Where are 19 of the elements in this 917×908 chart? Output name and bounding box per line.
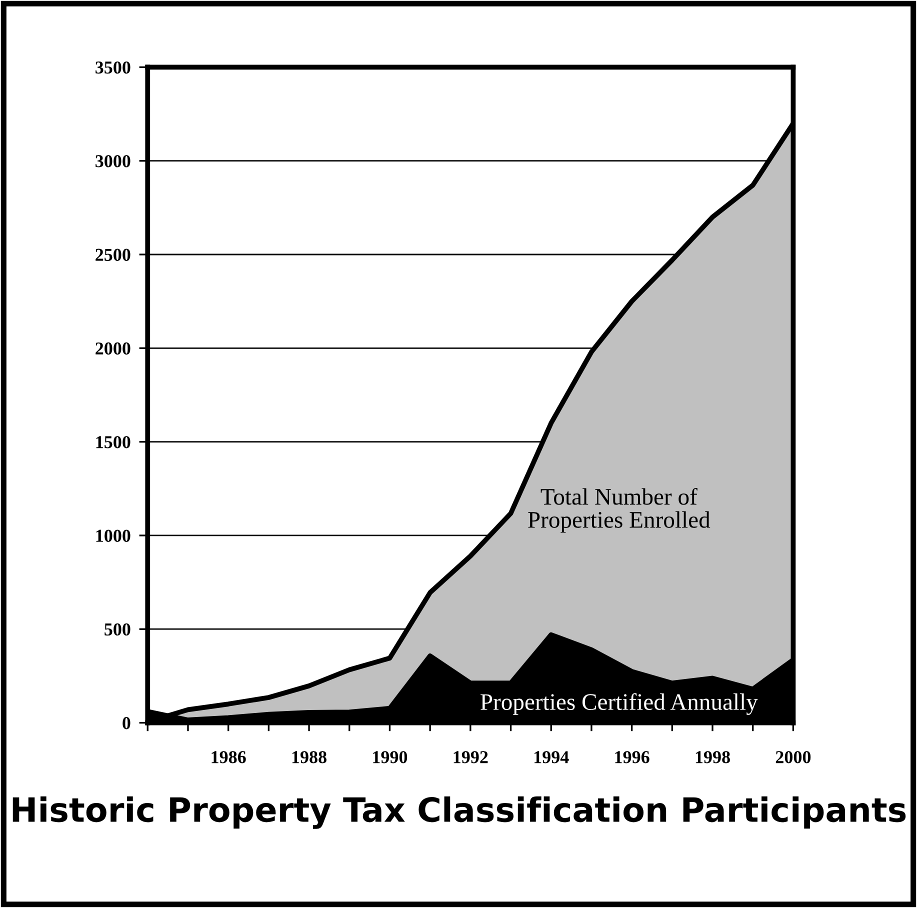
x-tick-label: 2000 (776, 751, 811, 764)
y-tick-label: 1000 (96, 530, 130, 542)
y-tick-label: 2500 (96, 248, 130, 261)
y-tick-label: 2000 (96, 342, 130, 355)
x-tick-label: 1986 (212, 751, 246, 764)
x-tick-label: 1990 (373, 751, 408, 764)
text: Historic Property Tax Classification Participants (12, 796, 906, 829)
x-tick-label: 1998 (696, 751, 730, 764)
series-label: Total Number of Properties Enrolled (528, 488, 710, 533)
series-label: Properties Certified Annually (480, 693, 758, 715)
y-tick-label: 3500 (96, 61, 130, 74)
y-tick-label: 500 (104, 623, 130, 636)
x-tick-label: 1996 (615, 751, 650, 764)
x-tick-label: 1994 (534, 751, 569, 764)
x-tick-label: 1988 (292, 751, 326, 764)
x-tick-label: 1992 (454, 751, 488, 764)
y-tick-label: 3000 (96, 155, 130, 168)
y-tick-label: 0 (122, 717, 130, 730)
y-tick-label: 1500 (96, 436, 130, 448)
